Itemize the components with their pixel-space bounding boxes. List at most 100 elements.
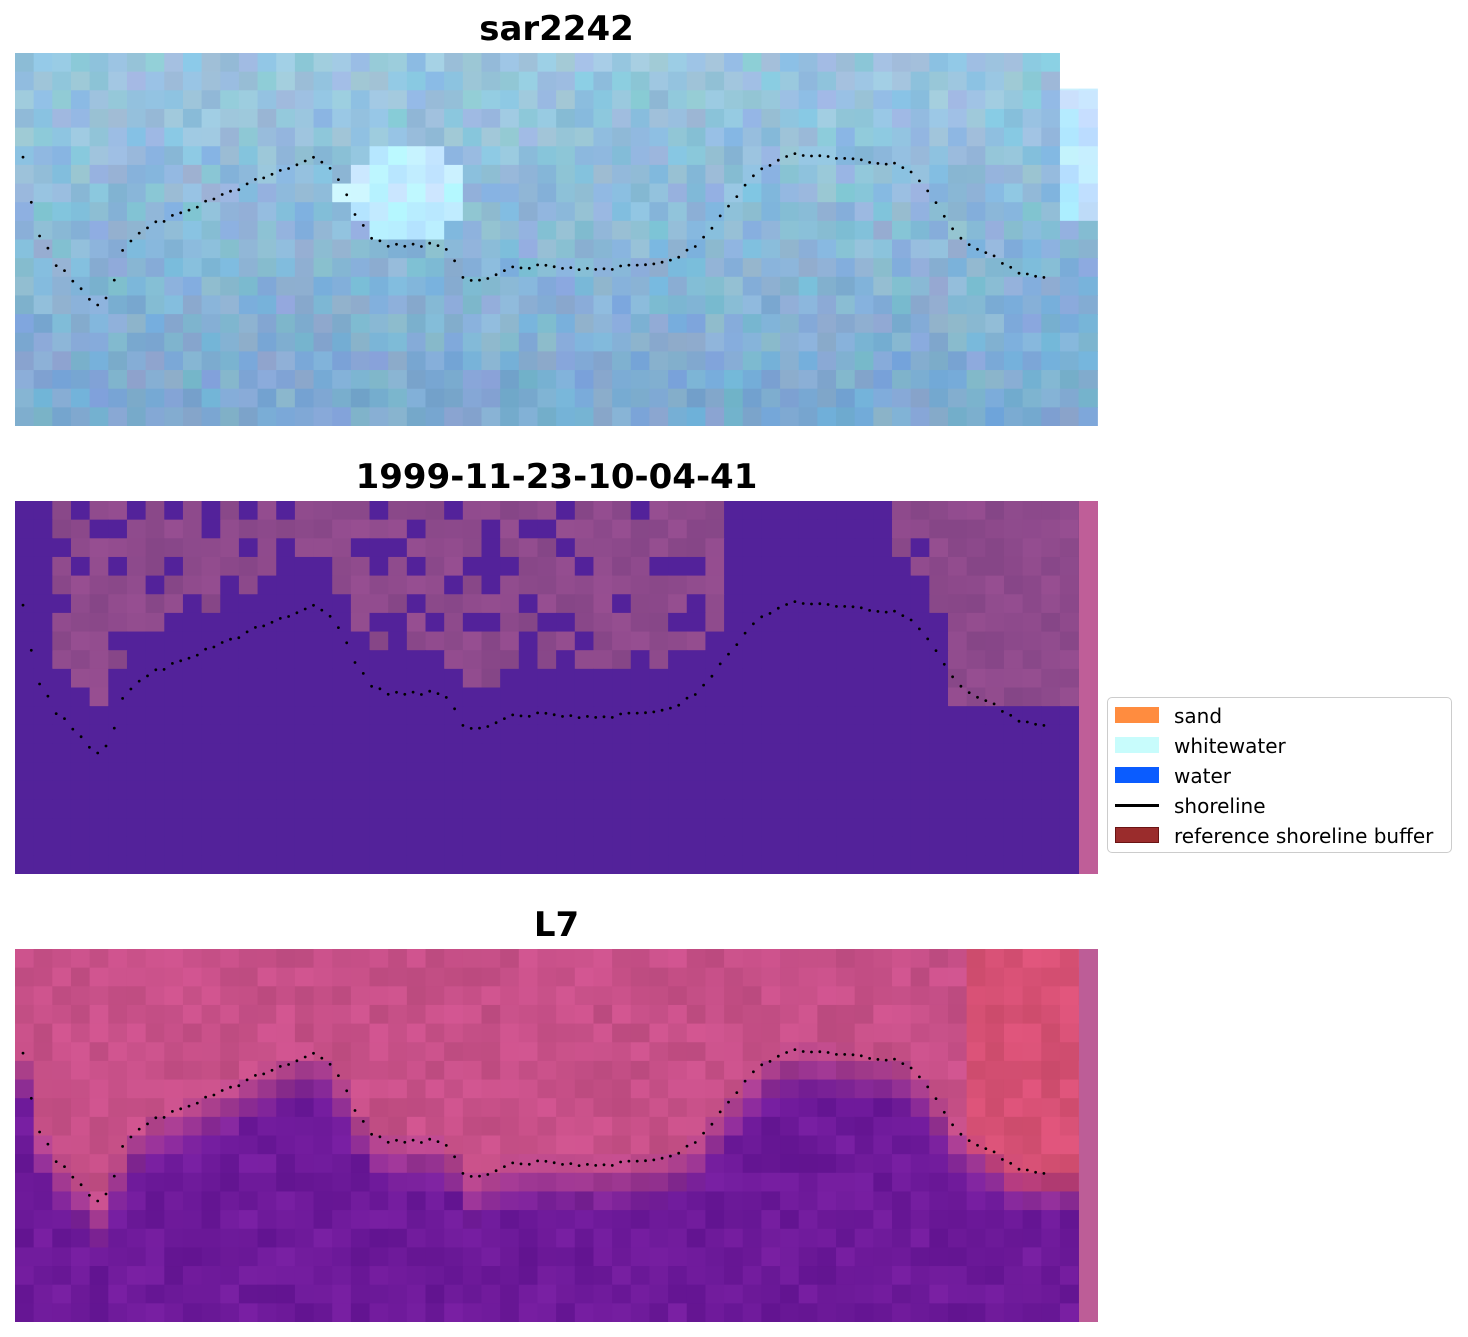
sar-pixel	[126, 351, 147, 371]
l7-pixel	[70, 1098, 91, 1118]
sar-pixel	[145, 164, 165, 185]
l7-pixel	[70, 1079, 91, 1099]
classification-pixel	[817, 706, 837, 726]
sar-pixel	[369, 239, 389, 259]
l7-pixel	[630, 1303, 651, 1322]
l7-pixel	[798, 986, 818, 1006]
classification-pixel	[70, 650, 91, 670]
sar-pixel	[481, 90, 501, 110]
classification-pixel	[612, 855, 632, 874]
l7-pixel	[780, 1154, 800, 1174]
sar-pixel	[406, 127, 427, 147]
sar-pixel	[52, 258, 72, 278]
sar-pixel	[313, 332, 333, 352]
classification-pixel	[462, 538, 483, 558]
sar-pixel	[668, 407, 688, 426]
l7-pixel	[182, 1154, 203, 1174]
l7-pixel	[836, 1228, 856, 1248]
l7-pixel	[910, 1116, 930, 1137]
l7-pixel	[369, 1060, 389, 1081]
classification-pixel	[593, 538, 613, 558]
sar-pixel	[985, 351, 1005, 371]
shoreline-dot	[768, 612, 772, 615]
classification-pixel	[406, 706, 427, 726]
shoreline-dot	[569, 714, 573, 717]
sar-pixel	[238, 202, 259, 222]
sar-pixel	[1078, 108, 1098, 129]
sar-pixel	[668, 220, 688, 241]
sar-pixel	[966, 127, 986, 147]
shoreline-dot	[594, 716, 598, 719]
l7-pixel	[612, 1228, 632, 1248]
sar-pixel	[481, 202, 501, 222]
l7-pixel	[705, 1079, 725, 1099]
shoreline-dot	[411, 242, 415, 246]
classification-pixel	[686, 575, 707, 595]
l7-pixel	[574, 986, 595, 1006]
l7-pixel	[1003, 1079, 1024, 1099]
sar-pixel	[817, 220, 837, 241]
sar-pixel	[406, 239, 427, 259]
sar-pixel	[164, 295, 184, 315]
classification-pixel	[33, 538, 53, 558]
l7-pixel	[537, 1228, 557, 1248]
classification-pixel	[761, 631, 781, 651]
l7-pixel	[724, 1266, 744, 1286]
l7-pixel	[52, 1098, 72, 1118]
sar-pixel	[313, 370, 333, 390]
classification-pixel	[1041, 724, 1061, 745]
classification-pixel	[425, 836, 445, 856]
shoreline-dot	[237, 188, 241, 192]
sar-pixel	[388, 239, 408, 259]
l7-pixel	[668, 1247, 688, 1267]
sar-pixel	[873, 370, 893, 390]
l7-pixel	[630, 986, 651, 1006]
sar-pixel	[126, 220, 147, 241]
sar-pixel	[966, 53, 986, 73]
l7-pixel	[406, 1042, 427, 1062]
classification-pixel	[649, 687, 669, 707]
classification-pixel	[164, 687, 184, 707]
classification-pixel	[481, 780, 501, 800]
l7-pixel	[556, 1060, 576, 1081]
classification-pixel	[108, 594, 128, 614]
l7-pixel	[70, 1247, 91, 1267]
l7-pixel	[873, 1135, 893, 1155]
sar-pixel	[668, 71, 688, 91]
l7-pixel	[294, 1154, 315, 1174]
classification-pixel	[276, 612, 296, 633]
sar-pixel	[1022, 258, 1042, 278]
classification-pixel	[574, 855, 595, 874]
l7-pixel	[742, 1004, 762, 1025]
shoreline-dot	[403, 244, 407, 248]
sar-pixel	[444, 370, 464, 390]
classification-pixel	[481, 501, 501, 521]
classification-pixel	[537, 855, 557, 874]
sar-pixel	[612, 127, 632, 147]
sar-pixel	[369, 258, 389, 278]
shoreline-dot	[826, 155, 830, 158]
classification-pixel	[892, 538, 912, 558]
sar-pixel	[686, 351, 707, 371]
classification-pixel	[668, 501, 688, 521]
sar-pixel	[593, 370, 613, 390]
classification-pixel	[220, 724, 240, 745]
classification-pixel	[761, 612, 781, 633]
sar-pixel	[1078, 220, 1098, 241]
sar-pixel	[985, 71, 1005, 91]
shoreline-dot	[561, 1163, 564, 1166]
shoreline-dot	[793, 600, 797, 603]
l7-pixel	[929, 967, 949, 987]
shoreline-dot	[511, 265, 515, 269]
classification-pixel	[742, 538, 762, 558]
legend-label: reference shoreline buffer	[1174, 824, 1434, 848]
classification-pixel	[276, 519, 296, 539]
sar-pixel	[593, 295, 613, 315]
l7-pixel	[15, 949, 35, 969]
shoreline-dots	[21, 600, 1046, 755]
sar-pixel	[444, 90, 464, 110]
classification-pixel	[313, 519, 333, 539]
sar-pixel	[52, 370, 72, 390]
classification-pixel	[817, 519, 837, 539]
sar-pixel	[892, 108, 912, 129]
